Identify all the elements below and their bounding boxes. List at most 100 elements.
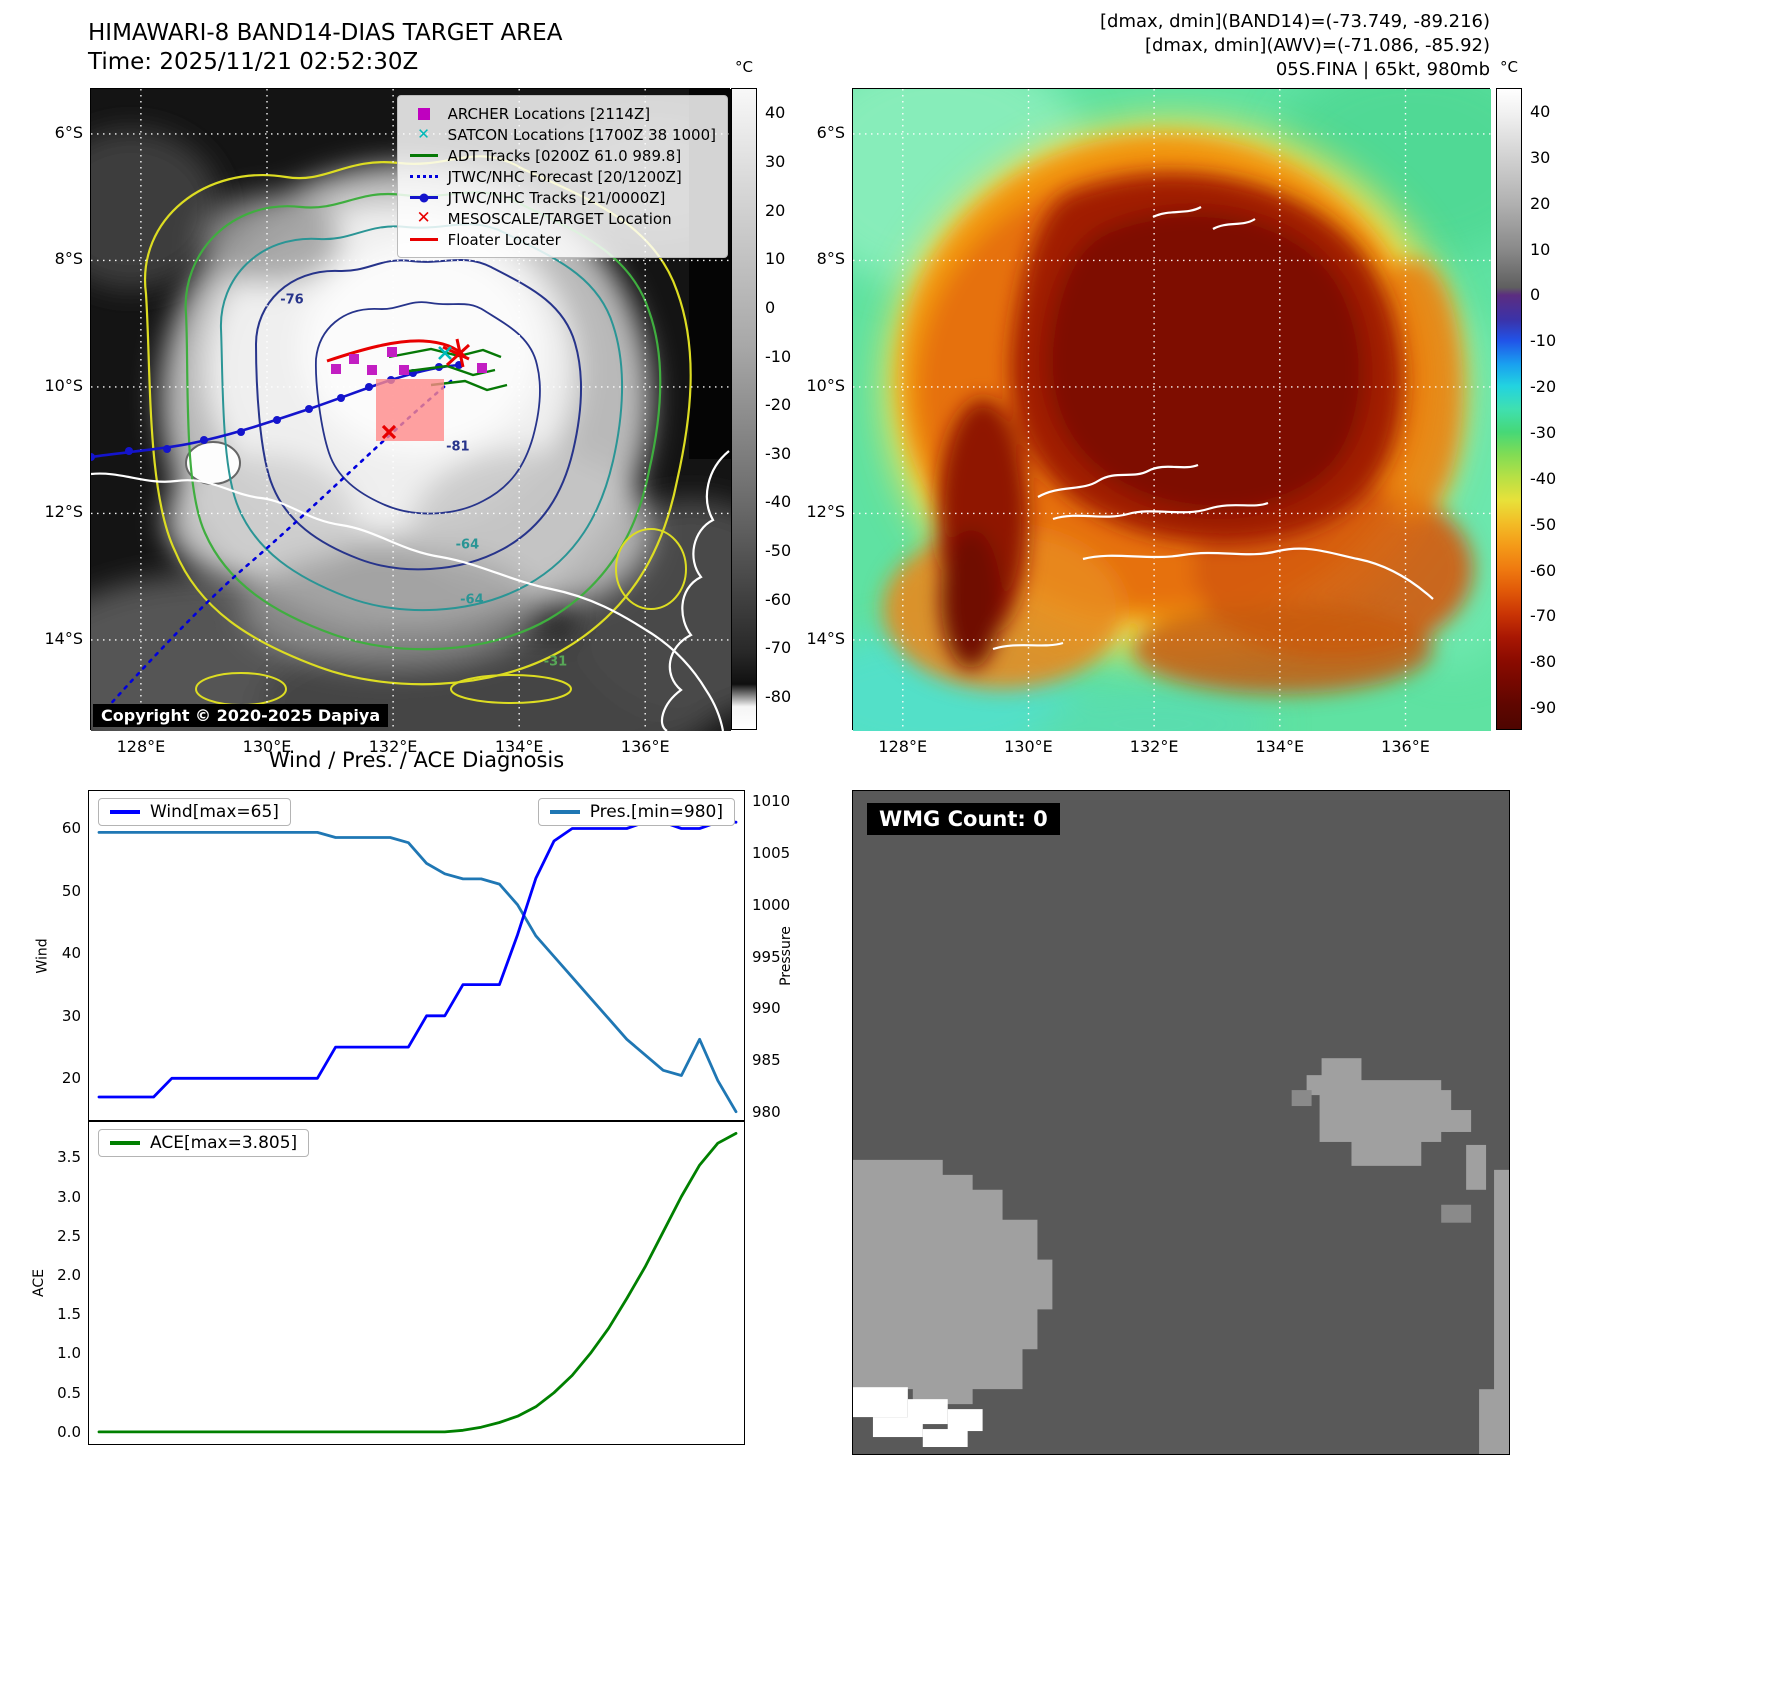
legend-item: ✕ MESOSCALE/TARGET Location xyxy=(409,208,716,229)
colorbar-tick-label: -50 xyxy=(1530,514,1557,534)
wmg-count-label: WMG Count: 0 xyxy=(867,803,1060,835)
axis-tick-label: 2.5 xyxy=(57,1226,81,1245)
lat-tick-label: 10°S xyxy=(806,375,845,395)
legend-label: MESOSCALE/TARGET Location xyxy=(447,209,672,228)
colorbar-tick-label: -40 xyxy=(1530,468,1557,488)
lon-tick-label: 128°E xyxy=(116,737,166,756)
colorbar-unit-left: °C xyxy=(735,58,753,76)
wind-pressure-chart: Wind[max=65] Pres.[min=980] Wind Pressur… xyxy=(35,790,794,1121)
line-marker-icon xyxy=(409,153,439,158)
dotted-marker-icon xyxy=(409,175,439,178)
colorbar-tick-label: 30 xyxy=(1530,147,1551,167)
map-legend: ARCHER Locations [2114Z] ✕ SATCON Location… xyxy=(396,95,728,258)
gray-speckles xyxy=(1291,1090,1472,1223)
colorbar-tick-label: 40 xyxy=(1530,101,1551,121)
pressure-legend-line-icon xyxy=(549,810,580,814)
colorbar-tick-label: 40 xyxy=(765,103,786,123)
axis-tick-label: 30 xyxy=(61,1006,81,1025)
square-marker-icon xyxy=(409,107,439,120)
colorbar-tick-label: 0 xyxy=(765,297,776,317)
x-marker-icon: ✕ xyxy=(417,125,430,143)
wmg-image xyxy=(853,791,1509,1454)
pressure-legend: Pres.[min=980] xyxy=(537,798,735,826)
colorbar-tick-label: -10 xyxy=(1530,331,1557,351)
wind-line xyxy=(97,820,738,1099)
axis-tick-label: 40 xyxy=(61,944,81,963)
axis-tick-label: 990 xyxy=(752,999,781,1018)
lon-tick-label: 132°E xyxy=(368,737,418,756)
header-line: 05S.FINA | 65kt, 980mb xyxy=(1275,59,1490,80)
legend-item: JTWC/NHC Forecast [20/1200Z] xyxy=(409,166,716,187)
axis-tick-label: 3.5 xyxy=(57,1148,81,1167)
lat-tick-label: 8°S xyxy=(54,249,83,269)
colorbar-tick-label: -40 xyxy=(765,492,792,512)
legend-item: ARCHER Locations [2114Z] xyxy=(409,103,716,124)
lat-tick-label: 14°S xyxy=(806,628,845,648)
ace-axis-label: ACE xyxy=(30,1269,47,1297)
x-bold-marker-icon: ✕ xyxy=(416,208,431,228)
cold-core xyxy=(938,174,1403,669)
floater-track xyxy=(326,339,467,363)
colorbar-tick-label: 0 xyxy=(1530,285,1541,305)
wind-pressure-plot xyxy=(97,820,738,1114)
colorbar-tick-label: -60 xyxy=(1530,560,1557,580)
lon-tick-label: 132°E xyxy=(1129,737,1179,756)
lat-tick-label: 8°S xyxy=(816,249,845,269)
colorbar-tick-label: 10 xyxy=(765,249,786,269)
awv-colorbar: 40 30 20 10 0 -10 -20 -30 -40 -50 -60 -70 -80 -90 xyxy=(1496,88,1556,730)
axis-tick-label: 0.5 xyxy=(57,1383,81,1402)
colorbar-tick-label: -80 xyxy=(765,686,792,706)
lon-tick-label: 134°E xyxy=(1255,737,1305,756)
archer-squares xyxy=(331,347,487,375)
wind-legend-label: Wind[max=65] xyxy=(150,802,279,822)
lat-tick-label: 10°S xyxy=(44,375,83,395)
satcon-x-marker xyxy=(438,346,452,360)
temperature-contours xyxy=(143,155,692,706)
lat-tick-label: 12°S xyxy=(44,502,83,522)
lat-tick-label: 14°S xyxy=(44,628,83,648)
axis-tick-label: 1000 xyxy=(752,895,791,914)
legend-label: SATCON Locations [1700Z 38 1000] xyxy=(447,125,716,144)
line-marker-icon xyxy=(409,237,439,242)
axis-tick-label: 0.0 xyxy=(57,1422,81,1441)
legend-item: JTWC/NHC Tracks [21/0000Z] xyxy=(409,187,716,208)
ace-chart: ACE[max=3.805] ACE 0.0 0.5 1.0 1.5 2.0 2.5 3.0… xyxy=(31,1121,745,1445)
mesoscale-target-box xyxy=(376,379,444,441)
wind-legend: Wind[max=65] xyxy=(98,798,291,826)
axis-tick-label: 1.0 xyxy=(57,1344,81,1363)
colorbar-tick-label: 10 xyxy=(1530,239,1551,259)
legend-item: ADT Tracks [0200Z 61.0 989.8] xyxy=(409,145,716,166)
colorbar-tick-label: -30 xyxy=(765,443,792,463)
header-line: [dmax, dmin](AWV)=(-71.086, -85.92) xyxy=(1144,35,1490,56)
lat-tick-label: 6°S xyxy=(54,122,83,142)
colorbar-unit-right: °C xyxy=(1500,58,1518,76)
legend-item: Floater Locater xyxy=(409,229,716,250)
axis-tick-label: 60 xyxy=(61,819,81,838)
wind-legend-line-icon xyxy=(110,810,140,814)
ace-legend-line-icon xyxy=(110,1141,140,1145)
lon-tick-label: 130°E xyxy=(1004,737,1053,756)
colorbar-tick-label: -70 xyxy=(765,638,792,658)
header-line: [dmax, dmin](BAND14)=(-73.749, -89.216) xyxy=(1100,11,1490,32)
colorbar-tick-label: -90 xyxy=(1530,698,1557,718)
colorbar-tick-label: -20 xyxy=(1530,377,1557,397)
axis-tick-label: 985 xyxy=(752,1050,781,1069)
cold-cloud-mass xyxy=(161,164,651,669)
axis-tick-label: 2.0 xyxy=(57,1265,81,1284)
lat-tick-label: 6°S xyxy=(816,122,845,142)
axis-tick-label: 50 xyxy=(61,881,81,900)
latlon-grid xyxy=(91,89,731,731)
eye-feature xyxy=(185,441,241,485)
panel-title: HIMAWARI-8 BAND14-DIAS TARGET AREA xyxy=(88,20,563,46)
legend-label: JTWC/NHC Forecast [20/1200Z] xyxy=(447,167,682,186)
colorbar-tick-label: -30 xyxy=(1530,422,1557,442)
lat-tick-label: 12°S xyxy=(806,502,845,522)
axis-tick-label: 20 xyxy=(61,1069,81,1088)
copyright-label: Copyright © 2020-2025 Dapiya xyxy=(93,704,389,727)
band14-map: -76 -81 -64 -64 -31 ARCHER Locations [2114Z]… xyxy=(44,88,731,756)
ace-legend: ACE[max=3.805] xyxy=(98,1129,310,1157)
wmg-panel: WMG Count: 0 xyxy=(852,790,1510,1455)
axis-tick-label: 1005 xyxy=(752,844,791,863)
colorbar-tick-label: 20 xyxy=(1530,193,1551,213)
diagnosis-title: Wind / Pres. / ACE Diagnosis xyxy=(268,748,565,772)
